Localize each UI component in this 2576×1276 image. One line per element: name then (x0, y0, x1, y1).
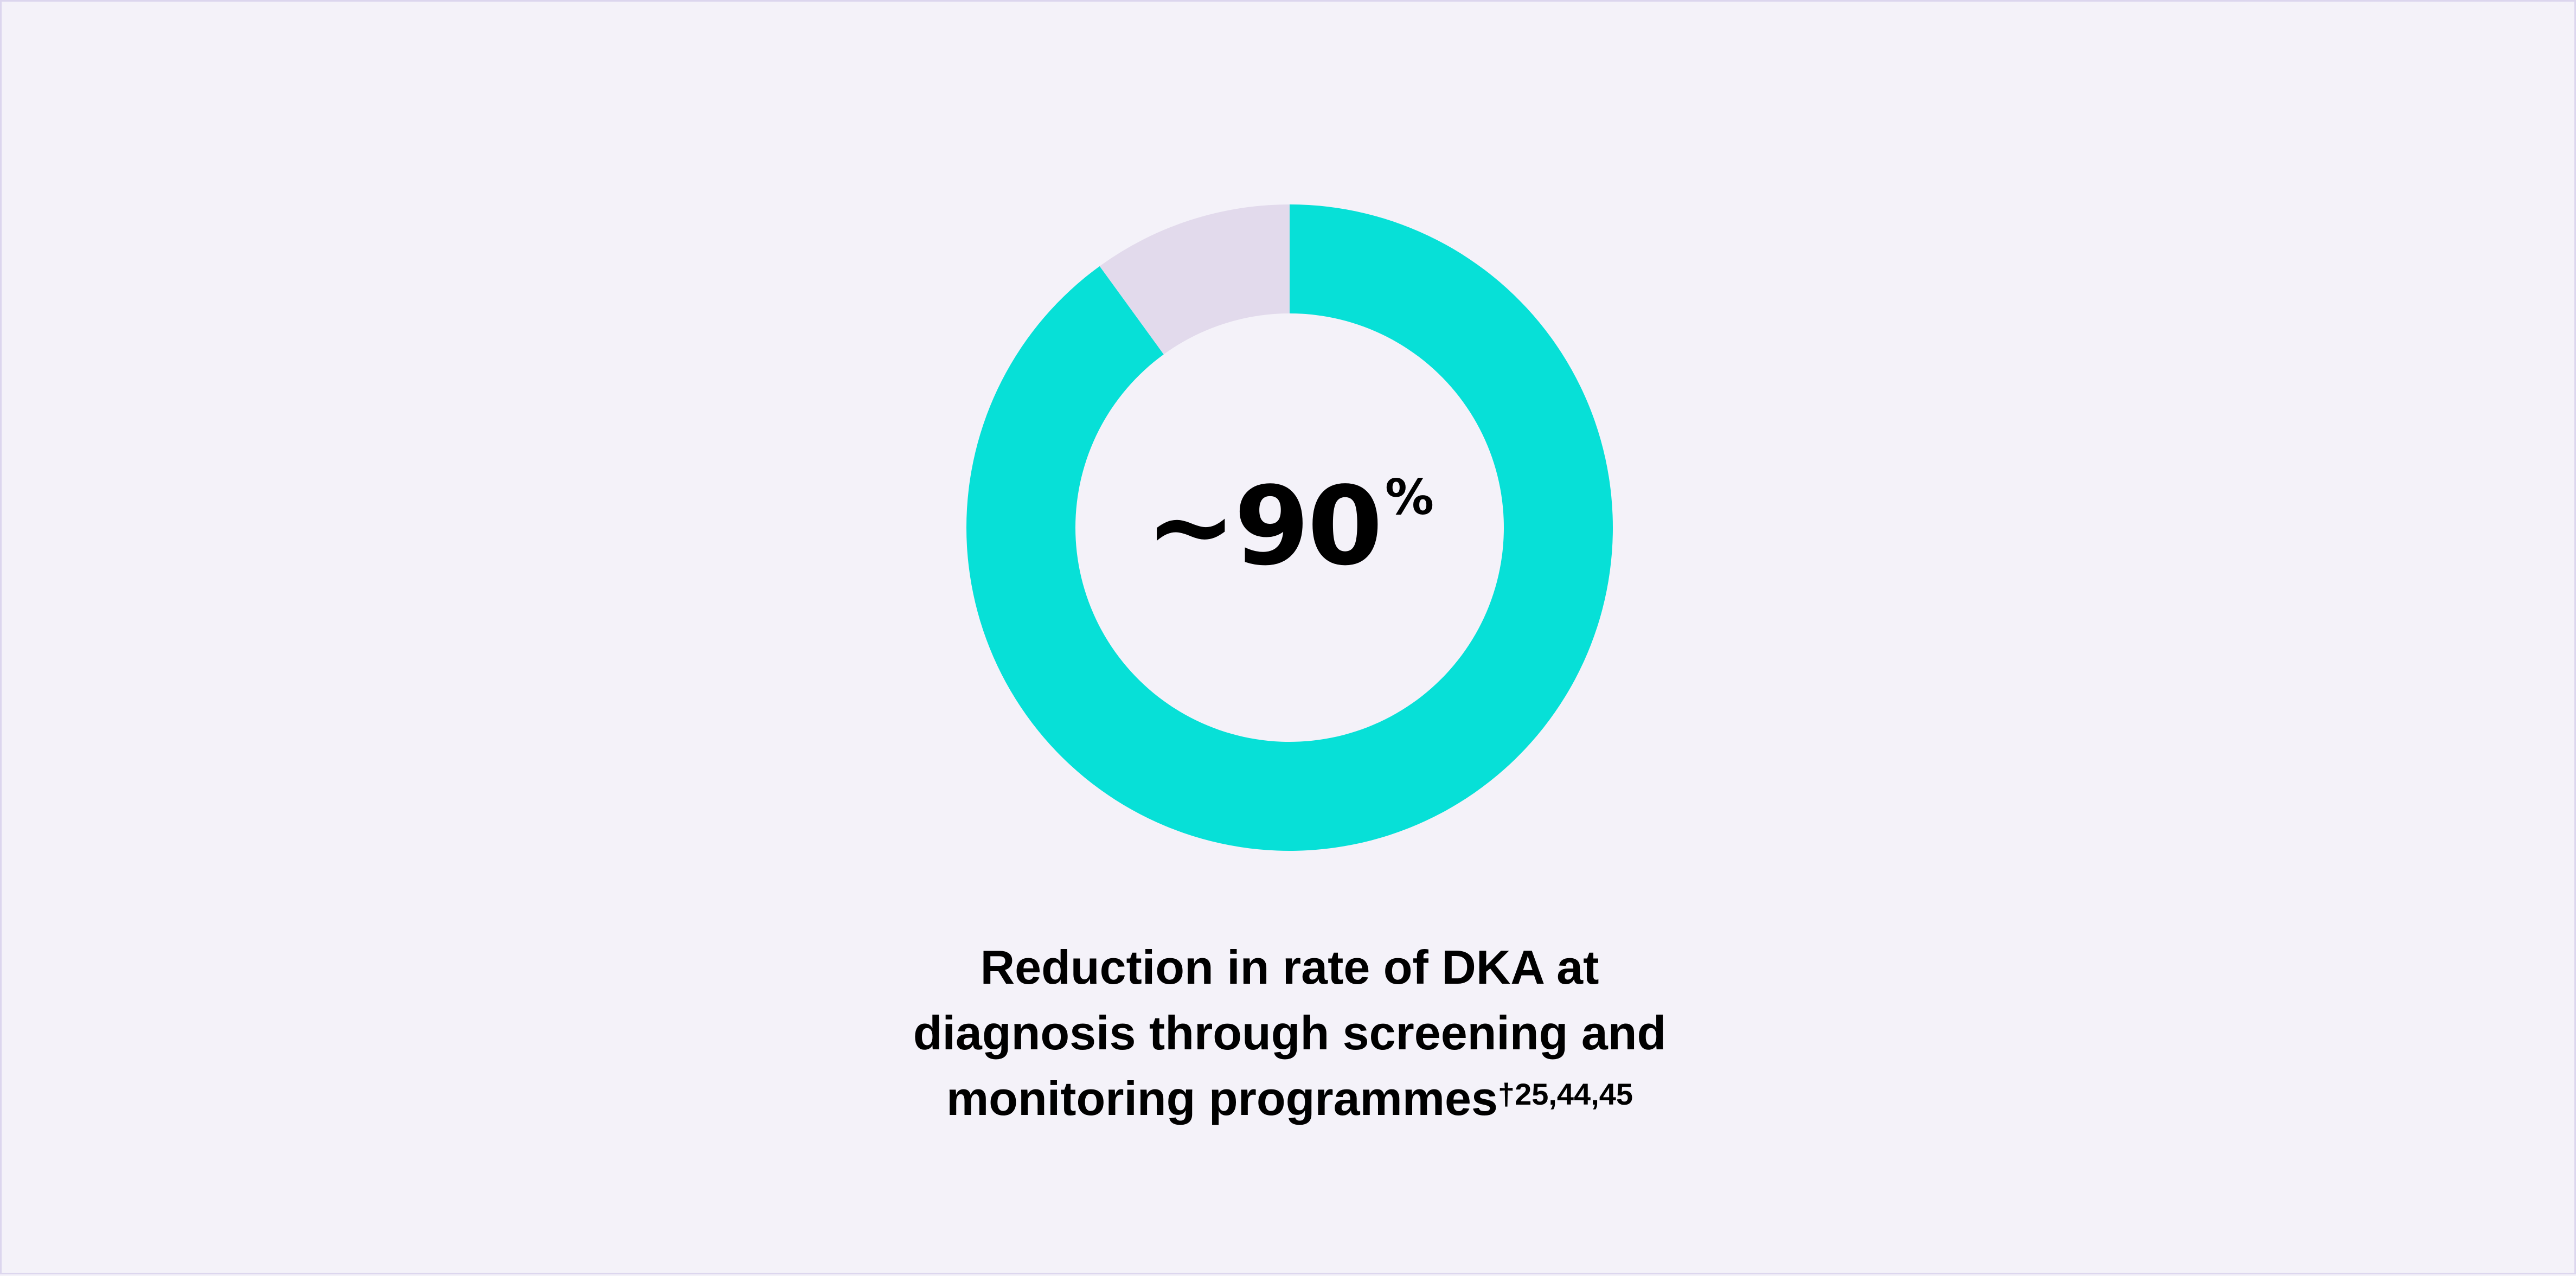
caption-line-1: Reduction in rate of DKA at (980, 940, 1599, 994)
center-value-unit: % (1385, 469, 1434, 526)
caption-line-2: diagnosis through screening and (913, 1006, 1667, 1060)
center-value: ~90% (1145, 464, 1434, 590)
donut-slice-remainder (1099, 204, 1290, 355)
caption: Reduction in rate of DKA at diagnosis th… (747, 934, 1832, 1131)
caption-line-3: monitoring programmes†25,44,45 (747, 1066, 1832, 1131)
caption-line-3-text: monitoring programmes (946, 1072, 1498, 1125)
donut-slice-reduction (966, 204, 1613, 851)
caption-references: †25,44,45 (1497, 1077, 1633, 1111)
center-value-number: ~90 (1145, 463, 1383, 590)
